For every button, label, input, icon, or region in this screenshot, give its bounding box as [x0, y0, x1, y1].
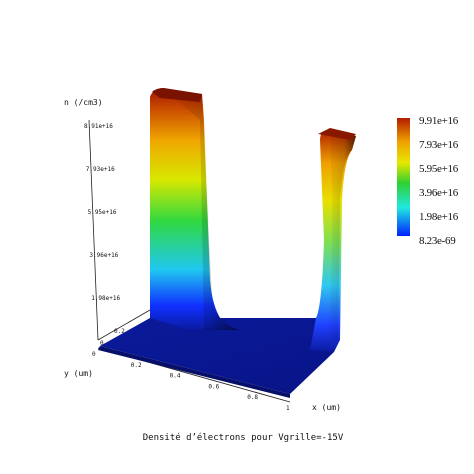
- chart-title: Densité d’électrons pour Vgrille=-15V: [143, 432, 344, 443]
- colorbar-labels: 9.91e+16 7.93e+16 5.95e+16 3.96e+16 1.98e+16…: [419, 115, 459, 247]
- y-tick-label: 0: [100, 340, 104, 347]
- surface-floor: [100, 318, 340, 394]
- x-tick-label: 0.4: [170, 373, 181, 380]
- z-tick-label: 1.98e+16: [91, 295, 120, 302]
- x-axis-label: x (um): [312, 403, 341, 412]
- colorbar-label: 3.96e+16: [419, 187, 459, 199]
- colorbar-label: 5.95e+16: [419, 163, 459, 175]
- z-tick-label: 8.91e+16: [84, 123, 113, 130]
- surface-right-wall: [310, 128, 356, 352]
- x-tick-label: 0.2: [131, 362, 142, 369]
- x-tick-labels: 0 0.2 0.4 0.6 0.8 1: [92, 351, 290, 412]
- z-axis-label: n (/cm3): [64, 98, 103, 107]
- y-axis-line: [97, 309, 151, 341]
- y-axis-label: y (um): [64, 369, 93, 378]
- z-tick-label: 5.95e+16: [88, 209, 117, 216]
- colorbar-label: 8.23e-69: [419, 235, 456, 247]
- y-tick-labels: 00.2: [100, 328, 125, 347]
- z-tick-label: 3.96e+16: [89, 252, 118, 259]
- z-axis-line: [88, 119, 99, 341]
- x-tick-label: 0: [92, 351, 96, 358]
- surface-floor-edge: [98, 346, 290, 398]
- z-tick-label: 7.93e+16: [86, 166, 115, 173]
- colorbar-label: 1.98e+16: [419, 211, 459, 223]
- y-tick-label: 0.2: [114, 328, 125, 335]
- colorbar: [397, 118, 410, 236]
- surface-left-wall: [150, 88, 240, 330]
- z-tick-labels: 8.91e+16 7.93e+16 5.95e+16 3.96e+16 1.98e+16: [84, 123, 120, 302]
- colorbar-label: 7.93e+16: [419, 139, 459, 151]
- colorbar-label: 9.91e+16: [419, 115, 459, 127]
- x-tick-label: 1: [286, 405, 290, 412]
- x-tick-label: 0.6: [208, 383, 219, 390]
- x-tick-label: 0.8: [247, 394, 258, 401]
